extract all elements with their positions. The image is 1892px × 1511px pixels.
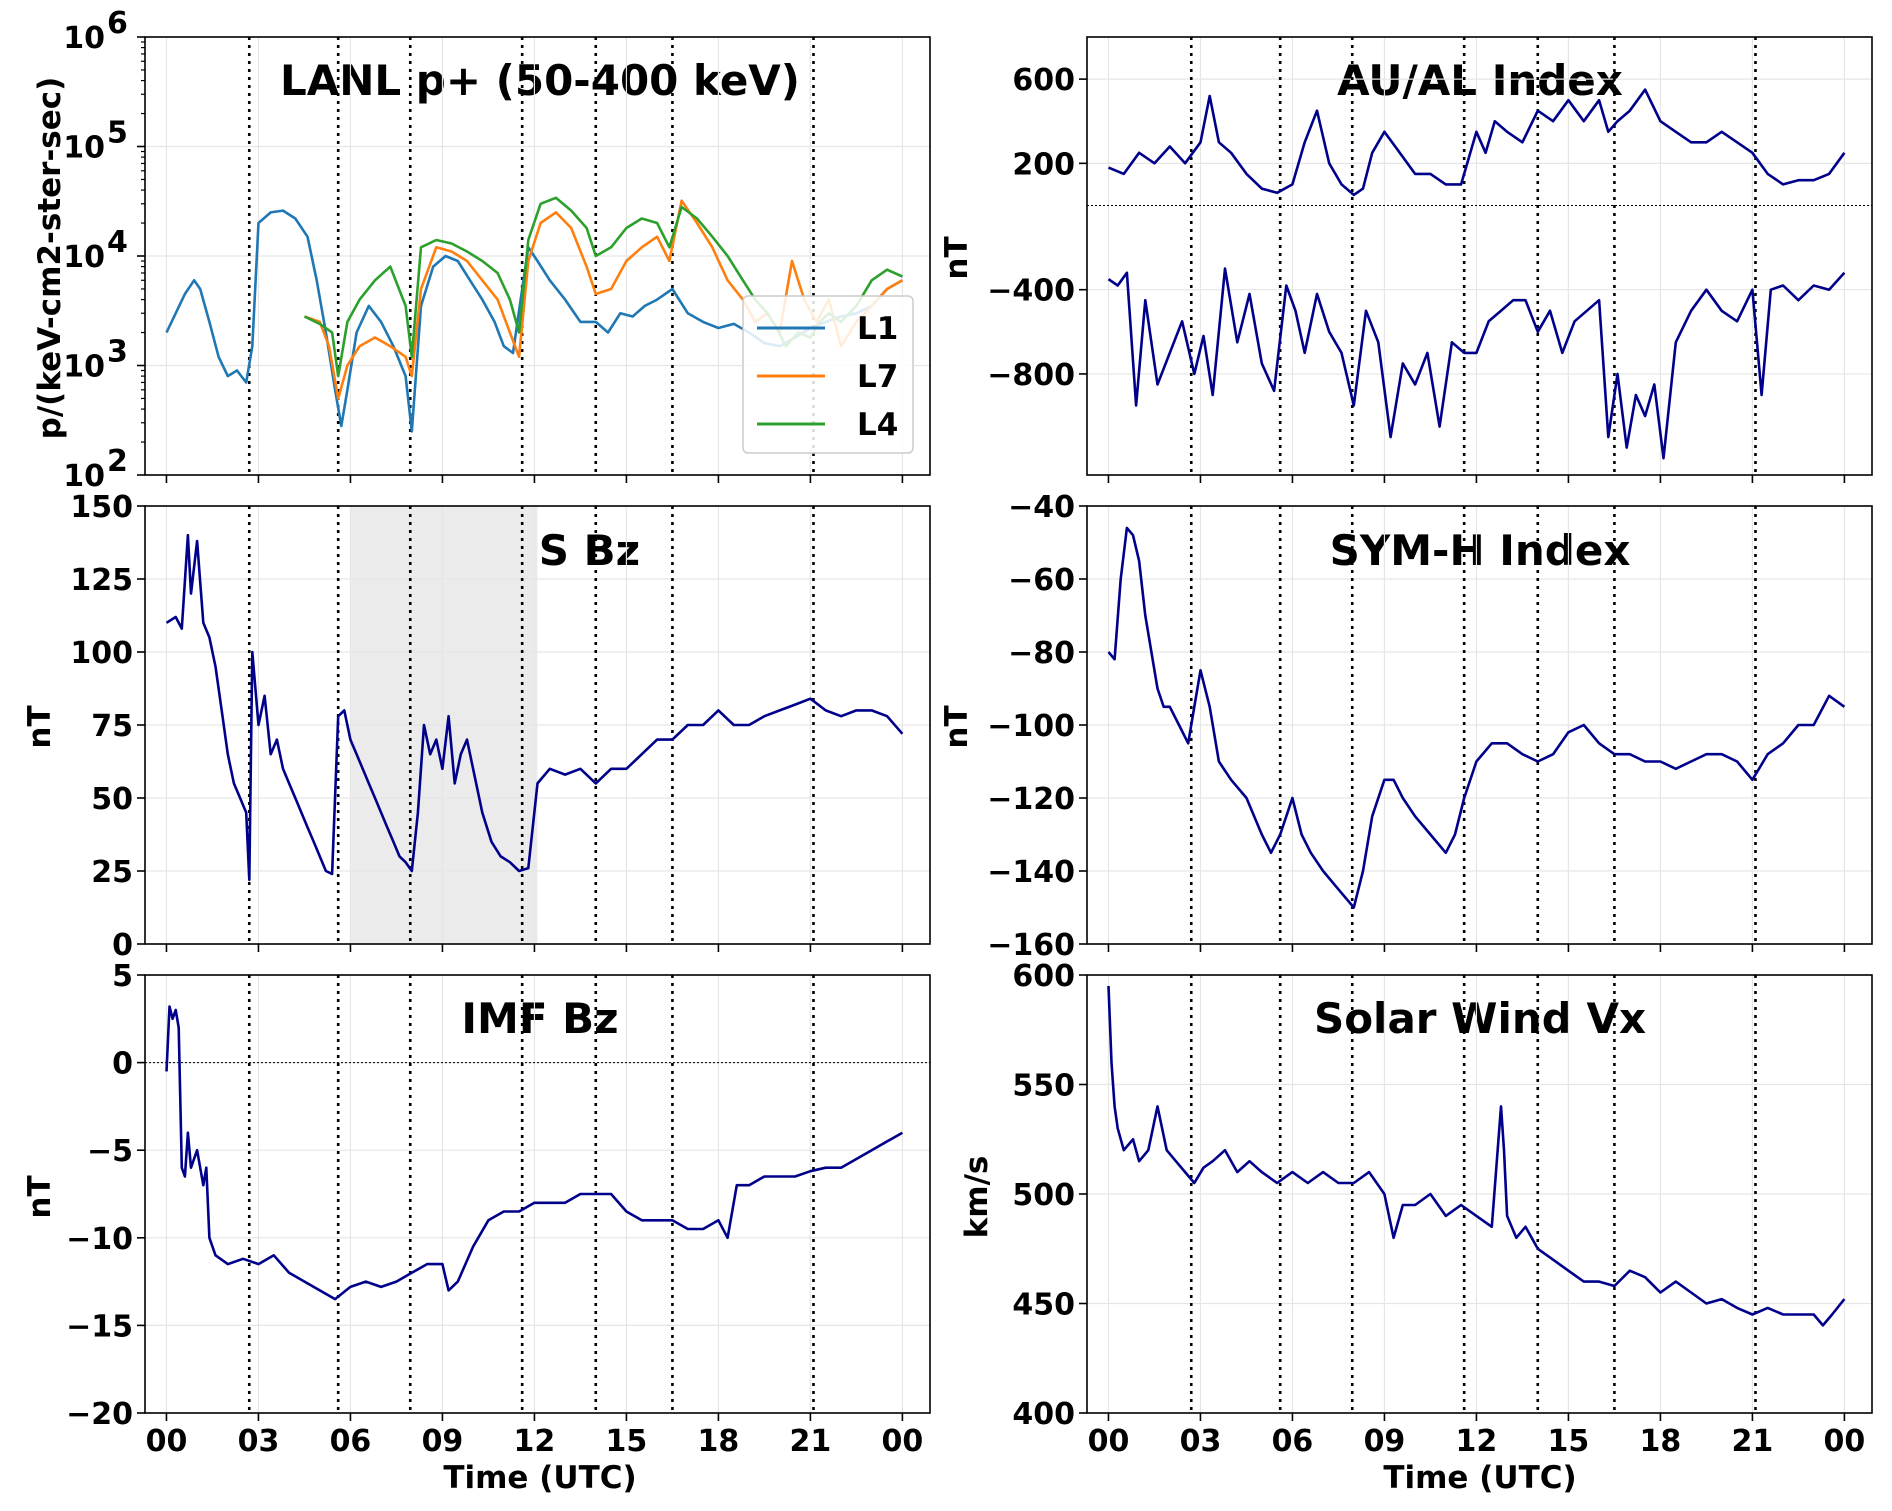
y-axis-label-vx: km/s bbox=[959, 1156, 995, 1239]
y-tick-label: −15 bbox=[66, 1309, 133, 1344]
y-axis-label-imf: nT bbox=[22, 1175, 58, 1218]
series-line-al bbox=[1107, 267, 1846, 460]
y-tick-label: −120 bbox=[987, 782, 1075, 817]
panel-vx: 400 450 500 550 600 00 03 06 09 12 15 18 21 00 bbox=[1012, 959, 1873, 1459]
legend-label-l7: L7 bbox=[857, 359, 898, 395]
panel-title-lanl: LANL p+ (50-400 keV) bbox=[280, 56, 800, 105]
series-line-sym-h bbox=[1107, 526, 1846, 909]
y-tick-label: 0 bbox=[112, 928, 133, 963]
y-tick-label: −60 bbox=[1008, 563, 1075, 598]
y-tick-label: 25 bbox=[91, 855, 133, 890]
x-tick-label: 00 bbox=[882, 1424, 924, 1459]
y-tick-label: −10 bbox=[66, 1222, 133, 1257]
x-tick-label: 15 bbox=[1548, 1424, 1590, 1459]
legend-frame bbox=[742, 295, 914, 454]
legend-label-l4: L4 bbox=[857, 407, 898, 443]
y-axis-label-goes: nT bbox=[22, 705, 58, 748]
x-tick-label: 15 bbox=[606, 1424, 648, 1459]
y-tick-label: 600 bbox=[1012, 959, 1075, 994]
panel-title-vx: Solar Wind Vx bbox=[1314, 994, 1646, 1043]
y-tick-label: 150 bbox=[70, 490, 133, 525]
y-tick-exponent: 3 bbox=[107, 335, 128, 370]
panel-aual: −800 −400 200 600 bbox=[987, 36, 1873, 483]
y-tick-label: −80 bbox=[1008, 636, 1075, 671]
y-tick-label: 5 bbox=[112, 959, 133, 994]
panel-symh: −160 −140 −120 −100 −80 −60 −40 bbox=[987, 490, 1873, 963]
x-tick-label: 03 bbox=[1180, 1424, 1222, 1459]
y-tick-label: 0 bbox=[112, 1047, 133, 1082]
y-tick-label: 10 bbox=[63, 459, 105, 494]
y-axis-label-symh: nT bbox=[939, 705, 975, 748]
x-tick-label: 18 bbox=[698, 1424, 740, 1459]
y-tick-label: −20 bbox=[66, 1397, 133, 1432]
y-tick-label: −5 bbox=[87, 1134, 133, 1169]
x-tick-label: 00 bbox=[146, 1424, 188, 1459]
y-tick-exponent: 2 bbox=[107, 444, 128, 479]
series-line-imf-bz bbox=[165, 1005, 904, 1301]
y-tick-label: 200 bbox=[1012, 147, 1075, 182]
panel-goes: 0 25 50 75 100 125 150 bbox=[70, 490, 931, 963]
panel-title-aual: AU/AL Index bbox=[1337, 56, 1623, 105]
y-tick-label: −100 bbox=[987, 709, 1075, 744]
x-tick-label: 00 bbox=[1824, 1424, 1866, 1459]
y-tick-label: 550 bbox=[1012, 1069, 1075, 1104]
x-tick-label: 21 bbox=[1732, 1424, 1774, 1459]
x-tick-label: 00 bbox=[1088, 1424, 1130, 1459]
y-tick-label: 10 bbox=[63, 131, 105, 166]
y-tick-label: 10 bbox=[63, 21, 105, 56]
x-tick-label: 06 bbox=[330, 1424, 372, 1459]
y-tick-label: −400 bbox=[987, 274, 1075, 309]
y-tick-label: −140 bbox=[987, 855, 1075, 890]
y-tick-label: 10 bbox=[63, 240, 105, 275]
y-tick-label: 400 bbox=[1012, 1397, 1075, 1432]
y-tick-label: 10 bbox=[63, 350, 105, 385]
y-tick-exponent: 4 bbox=[107, 225, 128, 260]
plot-frame bbox=[1086, 36, 1873, 476]
y-axis-label-aual: nT bbox=[939, 236, 975, 279]
y-tick-exponent: 6 bbox=[107, 6, 128, 41]
x-tick-label: 18 bbox=[1640, 1424, 1682, 1459]
x-tick-label: 03 bbox=[238, 1424, 280, 1459]
x-tick-label: 12 bbox=[514, 1424, 556, 1459]
y-tick-label: −800 bbox=[987, 358, 1075, 393]
y-tick-label: 125 bbox=[70, 563, 133, 598]
y-tick-label: 50 bbox=[91, 782, 133, 817]
plot-frame bbox=[144, 974, 931, 1414]
panel-imf: −20 −15 −10 −5 0 5 00 03 06 09 12 15 18 21 00 bbox=[66, 959, 931, 1459]
panel-title-imf: IMF Bz bbox=[461, 994, 618, 1043]
x-tick-label: 21 bbox=[790, 1424, 832, 1459]
y-tick-exponent: 5 bbox=[107, 116, 128, 151]
series-line-goes-bz bbox=[165, 533, 904, 882]
y-tick-label: 600 bbox=[1012, 63, 1075, 98]
x-tick-label: 09 bbox=[422, 1424, 464, 1459]
series-line-l7 bbox=[304, 199, 904, 400]
x-axis-label-left: Time (UTC) bbox=[443, 1460, 636, 1496]
x-tick-label: 12 bbox=[1456, 1424, 1498, 1459]
y-tick-label: 450 bbox=[1012, 1288, 1075, 1323]
x-tick-label: 09 bbox=[1364, 1424, 1406, 1459]
series-line-au bbox=[1108, 88, 1846, 197]
y-tick-label: −160 bbox=[987, 928, 1075, 963]
y-tick-label: 100 bbox=[70, 636, 133, 671]
x-axis-label-right: Time (UTC) bbox=[1383, 1460, 1576, 1496]
x-tick-label: 06 bbox=[1272, 1424, 1314, 1459]
series-line-l1 bbox=[165, 209, 904, 433]
y-tick-label: 75 bbox=[91, 709, 133, 744]
series-line-vx bbox=[1107, 985, 1846, 1327]
panel-title-symh: SYM-H Index bbox=[1330, 526, 1631, 575]
y-tick-label: −40 bbox=[1008, 490, 1075, 525]
y-axis-label-lanl: p/(keV-cm2-ster-sec) bbox=[32, 77, 68, 440]
legend: L1 L7 L4 bbox=[742, 295, 914, 454]
y-tick-label: 500 bbox=[1012, 1178, 1075, 1213]
legend-label-l1: L1 bbox=[857, 311, 898, 347]
